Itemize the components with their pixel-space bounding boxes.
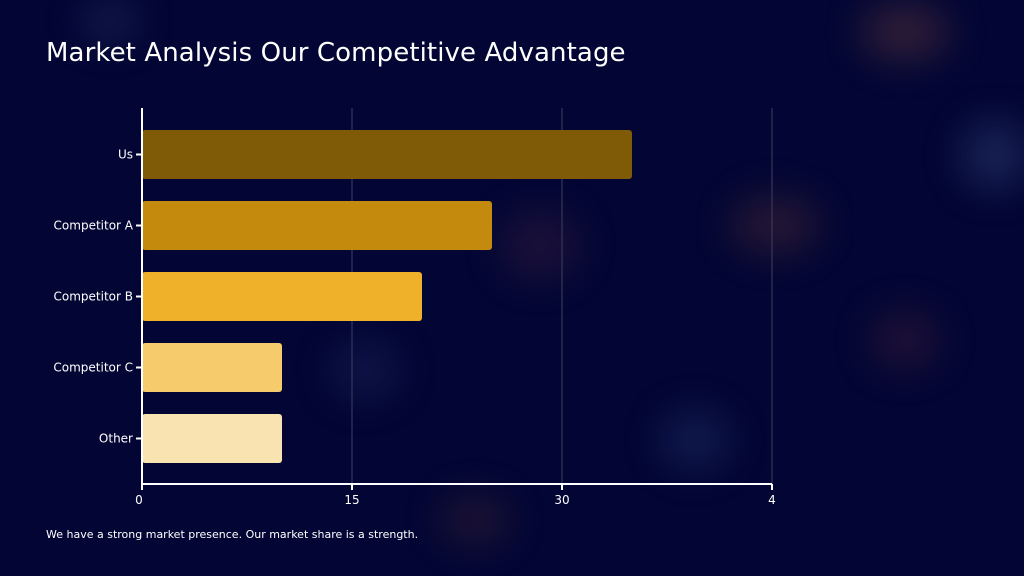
bar bbox=[142, 130, 632, 179]
category-label: Competitor A bbox=[54, 219, 134, 233]
x-tick-label: 0 bbox=[135, 493, 143, 507]
x-tick-label: 30 bbox=[554, 493, 569, 507]
bars bbox=[142, 130, 632, 463]
bar bbox=[142, 414, 282, 463]
category-label: Competitor B bbox=[54, 290, 133, 304]
category-label: Competitor C bbox=[53, 361, 133, 375]
bar bbox=[142, 272, 422, 321]
tick-labels: Us Competitor A Competitor B Competitor C Ot… bbox=[53, 148, 775, 508]
x-tick-label: 4 bbox=[768, 493, 776, 507]
bar bbox=[142, 201, 492, 250]
footnote: We have a strong market presence. Our ma… bbox=[46, 528, 419, 541]
x-tick-label: 15 bbox=[344, 493, 359, 507]
category-label: Us bbox=[118, 148, 133, 162]
category-label: Other bbox=[99, 432, 133, 446]
axes bbox=[136, 108, 773, 490]
bar bbox=[142, 343, 282, 392]
slide-title: Market Analysis Our Competitive Advantag… bbox=[46, 38, 626, 68]
